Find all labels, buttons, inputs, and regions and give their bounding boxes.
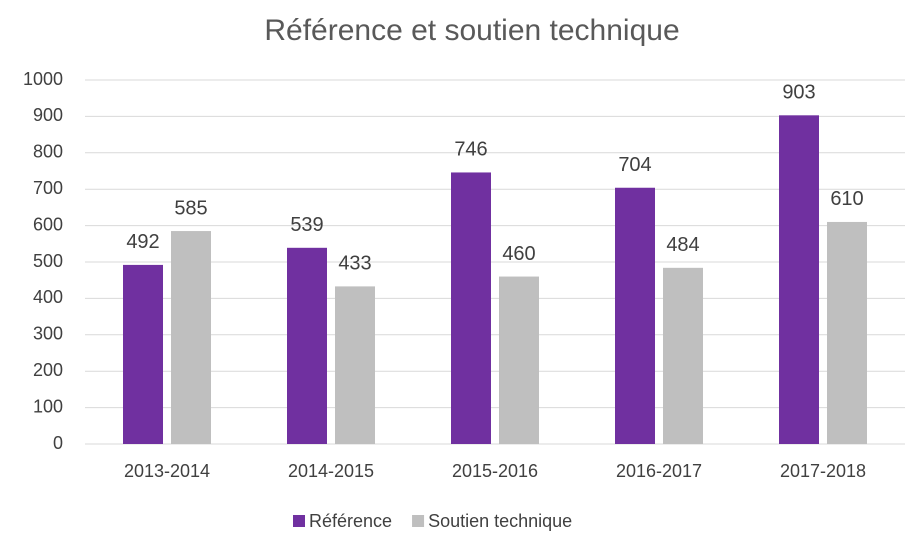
legend-swatch bbox=[293, 515, 305, 527]
bar bbox=[499, 276, 539, 444]
y-tick-label: 800 bbox=[33, 142, 63, 162]
y-tick-label: 500 bbox=[33, 251, 63, 271]
data-label: 460 bbox=[502, 243, 535, 265]
y-tick-label: 200 bbox=[33, 360, 63, 380]
x-tick-label: 2017-2018 bbox=[780, 461, 866, 481]
bar bbox=[171, 231, 211, 444]
x-tick-label: 2014-2015 bbox=[288, 461, 374, 481]
data-label: 539 bbox=[290, 214, 323, 236]
data-label: 585 bbox=[174, 197, 207, 219]
chart-title: Référence et soutien technique bbox=[264, 14, 679, 47]
y-tick-label: 300 bbox=[33, 324, 63, 344]
legend-label: Référence bbox=[309, 511, 392, 531]
bar bbox=[615, 187, 655, 444]
data-label: 746 bbox=[454, 139, 487, 161]
bar bbox=[451, 172, 491, 444]
y-tick-label: 900 bbox=[33, 105, 63, 125]
bar bbox=[287, 247, 327, 444]
data-label: 433 bbox=[338, 253, 371, 275]
y-tick-label: 100 bbox=[33, 396, 63, 416]
y-tick-label: 1000 bbox=[23, 69, 63, 89]
y-tick-label: 700 bbox=[33, 178, 63, 198]
y-tick-label: 0 bbox=[53, 433, 63, 453]
data-label: 484 bbox=[666, 234, 699, 256]
data-label: 492 bbox=[126, 231, 159, 253]
x-tick-label: 2013-2014 bbox=[124, 461, 210, 481]
bar bbox=[663, 267, 703, 444]
data-label: 610 bbox=[830, 188, 863, 210]
data-label: 903 bbox=[782, 82, 815, 104]
data-label: 704 bbox=[618, 154, 651, 176]
legend-label: Soutien technique bbox=[428, 511, 572, 531]
bar bbox=[123, 264, 163, 444]
bar bbox=[827, 221, 867, 444]
y-tick-label: 400 bbox=[33, 287, 63, 307]
bar bbox=[779, 115, 819, 445]
x-tick-label: 2016-2017 bbox=[616, 461, 702, 481]
y-tick-label: 600 bbox=[33, 214, 63, 234]
legend-swatch bbox=[412, 515, 425, 527]
x-tick-label: 2015-2016 bbox=[452, 461, 538, 481]
bar bbox=[335, 286, 375, 444]
